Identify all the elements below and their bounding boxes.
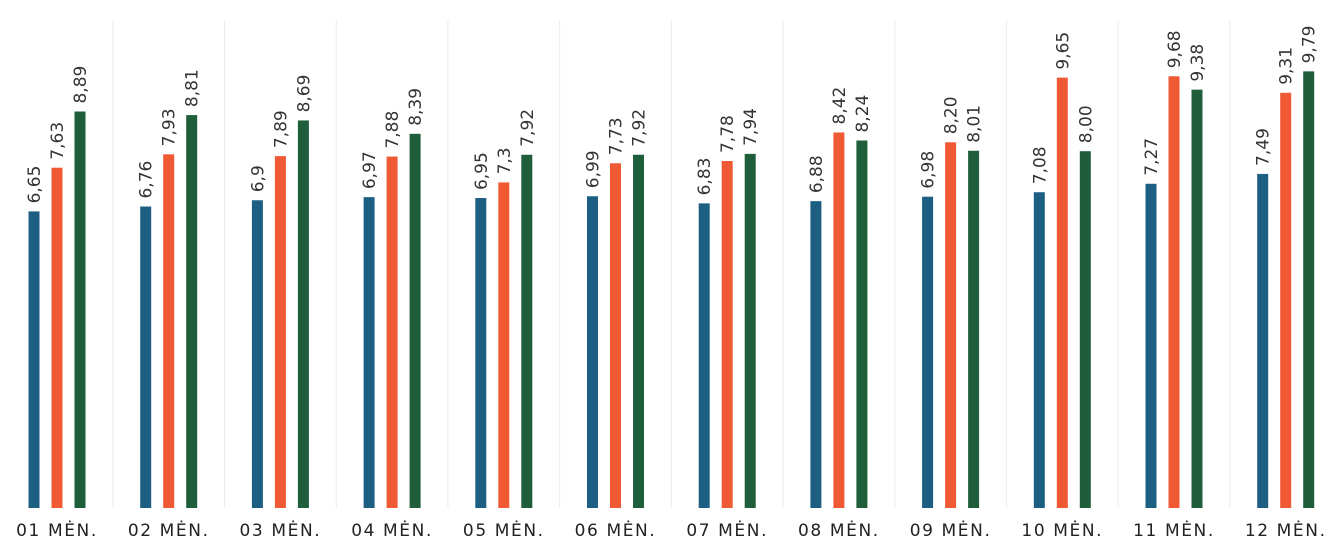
bar <box>968 150 980 508</box>
bar-value-label: 6,99 <box>584 150 604 188</box>
bar <box>1168 76 1180 508</box>
bar <box>922 196 934 508</box>
bar-value-label: 6,9 <box>248 165 268 192</box>
bar <box>1191 89 1203 508</box>
bar <box>698 203 710 508</box>
category-label: 01 MĖN. <box>16 520 98 541</box>
bar <box>28 211 40 508</box>
bar <box>475 198 487 508</box>
bar-value-label: 7,89 <box>271 110 291 148</box>
bar <box>721 161 733 508</box>
category-label: 04 MĖN. <box>351 520 433 541</box>
bar-value-label: 8,69 <box>294 75 314 113</box>
bar-value-label: 8,00 <box>1076 105 1096 143</box>
bar <box>1079 151 1091 508</box>
category-label: 09 MĖN. <box>910 520 992 541</box>
bar-value-label: 6,76 <box>137 161 157 199</box>
bar-value-label: 9,31 <box>1277 47 1297 85</box>
bar-value-label: 6,65 <box>25 166 45 204</box>
category-label: 06 MĖN. <box>575 520 657 541</box>
bar-value-label: 8,42 <box>830 87 850 125</box>
bar-value-label: 6,97 <box>360 151 380 189</box>
bar-value-label: 8,24 <box>853 95 873 133</box>
bar-value-label: 6,83 <box>695 158 715 196</box>
bar <box>186 115 198 508</box>
bars <box>28 71 1315 509</box>
bar-value-label: 8,01 <box>965 105 985 143</box>
bar <box>945 142 957 508</box>
bar <box>163 154 175 508</box>
bar-value-label: 9,38 <box>1188 44 1208 82</box>
bar <box>1303 71 1315 508</box>
bar <box>1145 183 1157 508</box>
category-label: 11 MĖN. <box>1133 520 1215 541</box>
bar-value-label: 9,79 <box>1300 26 1320 64</box>
bar <box>1056 77 1068 509</box>
bar <box>833 132 845 508</box>
bar-value-label: 7,27 <box>1142 138 1162 176</box>
bar <box>297 120 309 509</box>
bar-value-label: 9,65 <box>1053 32 1073 70</box>
bar <box>1257 173 1269 509</box>
bar <box>744 153 756 508</box>
bar-value-label: 7,3 <box>495 147 515 174</box>
bar <box>74 111 86 509</box>
category-label: 08 MĖN. <box>798 520 880 541</box>
bar-value-label: 9,68 <box>1165 30 1185 68</box>
bar <box>251 200 263 508</box>
bar <box>140 206 152 508</box>
value-labels: 6,657,638,896,767,938,816,97,898,696,977… <box>25 26 1320 204</box>
grid <box>112 20 1231 508</box>
category-label: 12 MĖN. <box>1245 520 1327 541</box>
bar-value-label: 7,08 <box>1030 146 1050 184</box>
bar-value-label: 7,93 <box>160 108 180 146</box>
bar <box>610 163 621 508</box>
bar <box>810 201 822 509</box>
bar-value-label: 8,20 <box>942 96 962 134</box>
bar <box>498 182 510 509</box>
bar-value-label: 7,78 <box>718 115 738 153</box>
bar-value-label: 8,81 <box>183 69 203 107</box>
bar <box>386 156 398 508</box>
bar <box>363 197 375 508</box>
bar <box>1280 92 1292 509</box>
bar <box>51 167 63 508</box>
bar-value-label: 8,89 <box>71 66 91 104</box>
category-labels: 01 MĖN. 02 MĖN. 03 MĖN. 04 MĖN. 05 MĖN. 06 MĖ… <box>16 520 1327 541</box>
bar-value-label: 7,92 <box>630 109 650 147</box>
bar-value-label: 7,88 <box>383 111 403 149</box>
category-label: 07 MĖN. <box>686 520 768 541</box>
bar-value-label: 7,92 <box>518 109 538 147</box>
bar-value-label: 7,63 <box>48 122 68 160</box>
bar <box>587 196 598 508</box>
bar <box>521 154 533 508</box>
bar-value-label: 7,94 <box>741 108 761 146</box>
bar-value-label: 7,73 <box>607 117 627 155</box>
bar-value-label: 6,95 <box>472 152 492 190</box>
category-label: 02 MĖN. <box>128 520 210 541</box>
bar-value-label: 6,88 <box>807 155 827 193</box>
bar-value-label: 6,98 <box>919 151 939 189</box>
bar-value-label: 7,49 <box>1254 128 1274 166</box>
bar <box>409 133 421 508</box>
category-label: 10 MĖN. <box>1021 520 1103 541</box>
category-label: 03 MĖN. <box>240 520 322 541</box>
bar <box>856 140 868 508</box>
bar <box>633 154 644 508</box>
category-label: 05 MĖN. <box>463 520 545 541</box>
bar-value-label: 8,39 <box>406 88 426 126</box>
bar <box>1033 192 1045 508</box>
bar <box>274 156 286 508</box>
